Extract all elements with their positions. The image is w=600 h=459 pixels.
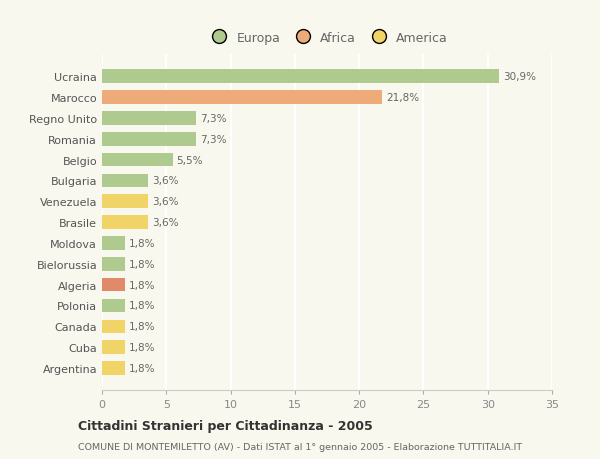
Bar [102,91,382,105]
Text: 3,6%: 3,6% [152,197,179,207]
Bar [102,361,125,375]
Text: 1,8%: 1,8% [129,342,155,353]
Text: 3,6%: 3,6% [152,218,179,228]
Bar [102,341,125,354]
Bar [102,70,499,84]
Legend: Europa, Africa, America: Europa, Africa, America [203,28,452,48]
Bar [102,257,125,271]
Text: 1,8%: 1,8% [129,363,155,373]
Text: 7,3%: 7,3% [200,114,226,123]
Bar [102,237,125,250]
Text: 1,8%: 1,8% [129,301,155,311]
Text: COMUNE DI MONTEMILETTO (AV) - Dati ISTAT al 1° gennaio 2005 - Elaborazione TUTTI: COMUNE DI MONTEMILETTO (AV) - Dati ISTAT… [78,442,522,451]
Text: 1,8%: 1,8% [129,259,155,269]
Text: 7,3%: 7,3% [200,134,226,145]
Text: 1,8%: 1,8% [129,238,155,248]
Bar [102,112,196,125]
Text: 21,8%: 21,8% [386,93,419,103]
Bar [102,216,148,230]
Bar [102,195,148,208]
Bar [102,174,148,188]
Bar [102,299,125,313]
Bar [102,320,125,333]
Text: 1,8%: 1,8% [129,322,155,331]
Text: 3,6%: 3,6% [152,176,179,186]
Text: Cittadini Stranieri per Cittadinanza - 2005: Cittadini Stranieri per Cittadinanza - 2… [78,419,373,432]
Text: 5,5%: 5,5% [176,155,203,165]
Text: 1,8%: 1,8% [129,280,155,290]
Bar [102,278,125,292]
Text: 30,9%: 30,9% [503,72,536,82]
Bar [102,153,173,167]
Bar [102,133,196,146]
